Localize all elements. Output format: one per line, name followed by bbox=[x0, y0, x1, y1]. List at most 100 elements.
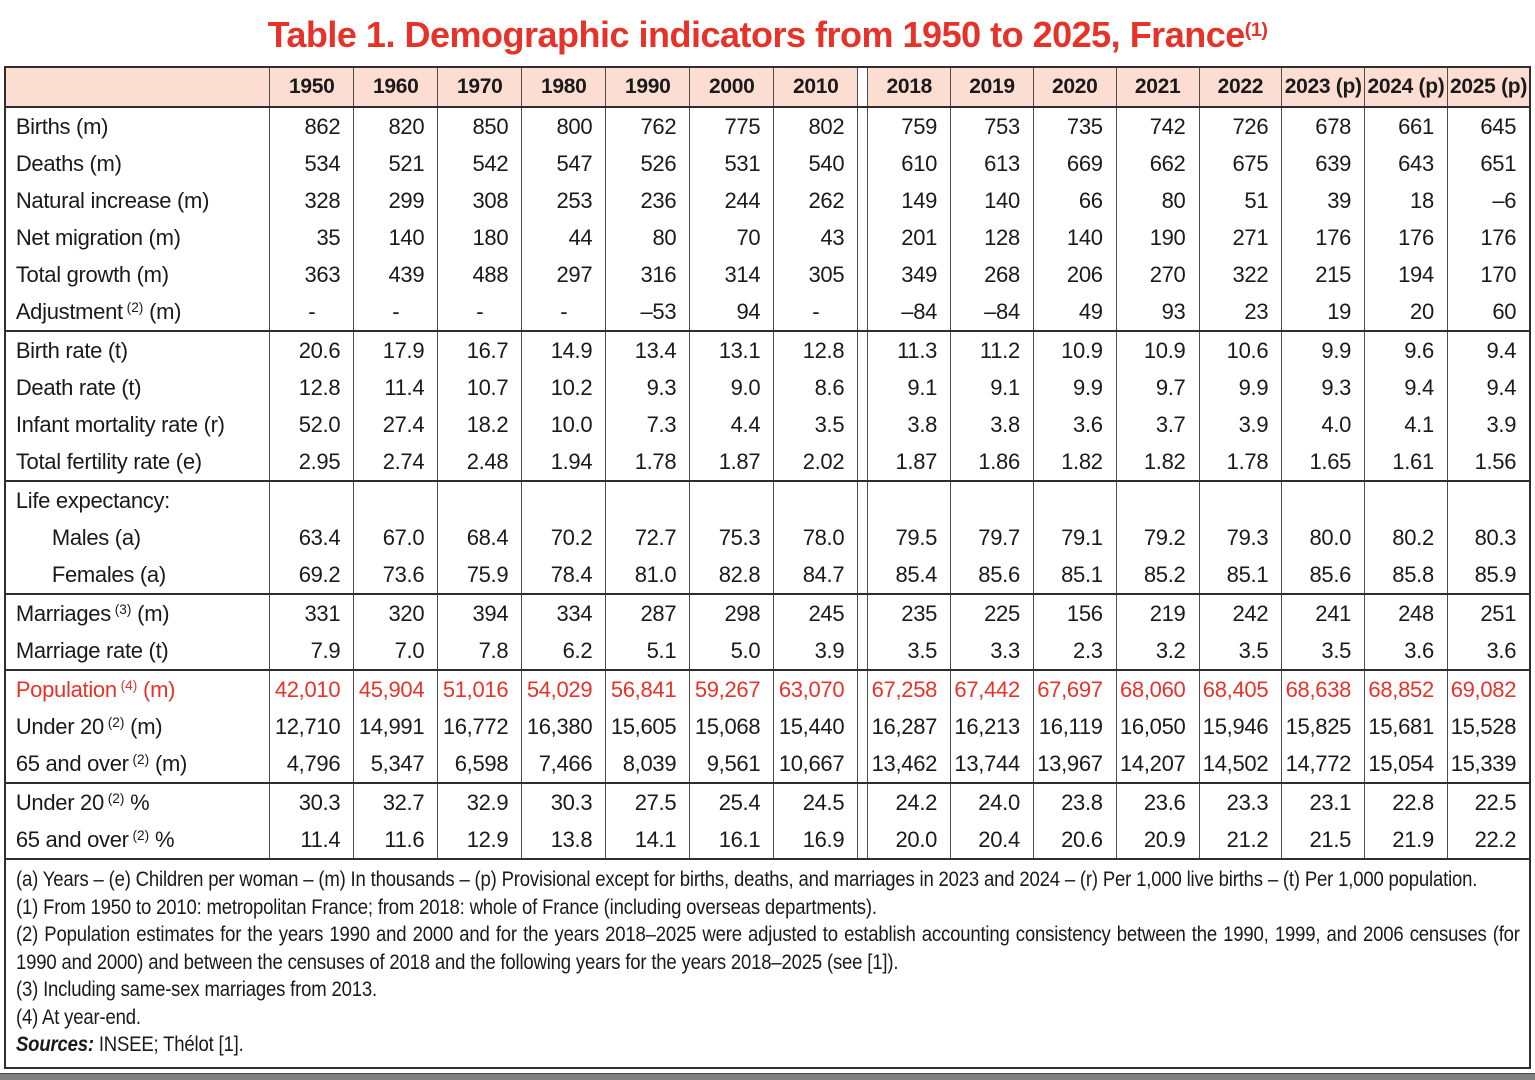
data-cell bbox=[1032, 481, 1117, 519]
data-cell: 24.5 bbox=[773, 783, 858, 821]
data-cell: - bbox=[353, 293, 438, 331]
data-cell: 23.6 bbox=[1115, 783, 1199, 821]
data-cell: 45,904 bbox=[353, 670, 438, 708]
data-cell: 80 bbox=[605, 219, 690, 256]
data-cell: 4.0 bbox=[1281, 406, 1365, 443]
data-cell: 79.5 bbox=[867, 519, 951, 556]
data-cell bbox=[1281, 481, 1365, 519]
data-cell: 14,207 bbox=[1115, 745, 1199, 783]
data-cell: 10.9 bbox=[1032, 331, 1117, 369]
data-cell: 11.6 bbox=[353, 821, 438, 859]
data-cell: 16,380 bbox=[521, 708, 606, 745]
data-cell: 69.2 bbox=[269, 556, 354, 594]
data-cell: 67,258 bbox=[867, 670, 951, 708]
data-cell: 1.86 bbox=[950, 443, 1034, 481]
row-label-text: Death rate (t) bbox=[15, 374, 142, 400]
row-label-unit: % bbox=[149, 826, 175, 852]
data-cell: 80 bbox=[1115, 182, 1199, 219]
data-cell: 43 bbox=[773, 219, 858, 256]
data-cell: 66 bbox=[1032, 182, 1117, 219]
data-cell: 3.5 bbox=[867, 632, 951, 670]
data-cell: 9.1 bbox=[867, 369, 951, 406]
data-cell: 10.6 bbox=[1198, 331, 1282, 369]
row-label-superscript: (2) bbox=[103, 715, 125, 731]
data-cell bbox=[521, 481, 606, 519]
data-cell: 613 bbox=[950, 145, 1034, 182]
row-label-text: Marriages bbox=[15, 600, 111, 626]
data-cell: - bbox=[521, 293, 606, 331]
data-cell: 316 bbox=[605, 256, 690, 293]
table-row: Births (m) 862 820 850 800 762 775 802 759 753 735… bbox=[4, 107, 1531, 145]
footnotes-row: (a) Years – (e) Children per woman – (m)… bbox=[4, 859, 1531, 1068]
data-cell: 9.1 bbox=[950, 369, 1034, 406]
data-cell: 219 bbox=[1115, 594, 1199, 632]
data-cell: 25.4 bbox=[689, 783, 774, 821]
data-cell: 21.2 bbox=[1198, 821, 1282, 859]
data-cell: 547 bbox=[521, 145, 606, 182]
data-cell: 526 bbox=[605, 145, 690, 182]
data-cell: 23.1 bbox=[1281, 783, 1365, 821]
footnotes-cell: (a) Years – (e) Children per woman – (m)… bbox=[4, 859, 1531, 1068]
data-cell bbox=[269, 481, 354, 519]
data-cell bbox=[1115, 481, 1199, 519]
data-cell: 79.3 bbox=[1198, 519, 1282, 556]
data-cell: 3.5 bbox=[773, 406, 858, 443]
data-cell: 85.8 bbox=[1364, 556, 1448, 594]
data-cell: 2.95 bbox=[269, 443, 354, 481]
row-label-text: Population bbox=[15, 676, 117, 702]
data-cell: 7.8 bbox=[437, 632, 522, 670]
data-cell: 23 bbox=[1198, 293, 1282, 331]
year-header: 2020 bbox=[1032, 67, 1117, 107]
table-row: Deaths (m) 534 521 542 547 526 531 540 610 613 669… bbox=[4, 145, 1531, 182]
demographic-table: 1950 1960 1970 1980 1990 2000 2010 2018 2019 2020… bbox=[3, 66, 1532, 1069]
corner-cell bbox=[4, 67, 270, 107]
data-cell: 63.4 bbox=[269, 519, 354, 556]
data-cell: 67.0 bbox=[353, 519, 438, 556]
data-cell: 17.9 bbox=[353, 331, 438, 369]
data-cell: 314 bbox=[689, 256, 774, 293]
data-cell: 10.0 bbox=[521, 406, 606, 443]
table-row: 65 and over (2) (m) 4,796 5,347 6,598 7,466 8… bbox=[4, 745, 1531, 783]
data-cell bbox=[605, 481, 690, 519]
data-cell: 1.78 bbox=[1198, 443, 1282, 481]
data-cell: 753 bbox=[950, 107, 1034, 145]
data-cell: - bbox=[437, 293, 522, 331]
col-gap-header bbox=[857, 67, 868, 107]
data-cell: 15,681 bbox=[1364, 708, 1448, 745]
data-cell: 81.0 bbox=[605, 556, 690, 594]
data-cell: 297 bbox=[521, 256, 606, 293]
data-cell: 190 bbox=[1115, 219, 1199, 256]
data-cell: 9.0 bbox=[689, 369, 774, 406]
row-label: 65 and over (2) % bbox=[4, 821, 270, 859]
data-cell: 639 bbox=[1281, 145, 1365, 182]
data-cell: 9.3 bbox=[605, 369, 690, 406]
year-header: 2023 (p) bbox=[1281, 67, 1365, 107]
row-label-text: Infant mortality rate (r) bbox=[15, 411, 225, 437]
table-row: Marriage rate (t) 7.9 7.0 7.8 6.2 5.1 5.0 3.9 3.… bbox=[4, 632, 1531, 670]
data-cell: 140 bbox=[950, 182, 1034, 219]
data-cell: 15,825 bbox=[1281, 708, 1365, 745]
data-cell: 23.3 bbox=[1198, 783, 1282, 821]
data-cell: 84.7 bbox=[773, 556, 858, 594]
row-label: Under 20 (2) (m) bbox=[4, 708, 270, 745]
data-cell: 32.7 bbox=[353, 783, 438, 821]
data-cell: 128 bbox=[950, 219, 1034, 256]
row-label-superscript: (2) bbox=[128, 752, 150, 768]
data-cell: 67,442 bbox=[950, 670, 1034, 708]
data-cell: 9.7 bbox=[1115, 369, 1199, 406]
data-cell: 78.4 bbox=[521, 556, 606, 594]
footnotes: (a) Years – (e) Children per woman – (m)… bbox=[16, 866, 1520, 1059]
data-cell: 35 bbox=[269, 219, 354, 256]
data-cell: 11.4 bbox=[353, 369, 438, 406]
year-header: 1980 bbox=[521, 67, 606, 107]
data-cell: 93 bbox=[1115, 293, 1199, 331]
data-cell: 72.7 bbox=[605, 519, 690, 556]
data-cell: 16,287 bbox=[867, 708, 951, 745]
data-cell: 16.9 bbox=[773, 821, 858, 859]
data-cell: 287 bbox=[605, 594, 690, 632]
data-cell: 802 bbox=[773, 107, 858, 145]
data-cell: 13.8 bbox=[521, 821, 606, 859]
footnote-text: (1) From 1950 to 2010: metropolitan Fran… bbox=[15, 895, 877, 919]
col-gap-cell bbox=[857, 406, 868, 443]
data-cell: 645 bbox=[1446, 107, 1531, 145]
